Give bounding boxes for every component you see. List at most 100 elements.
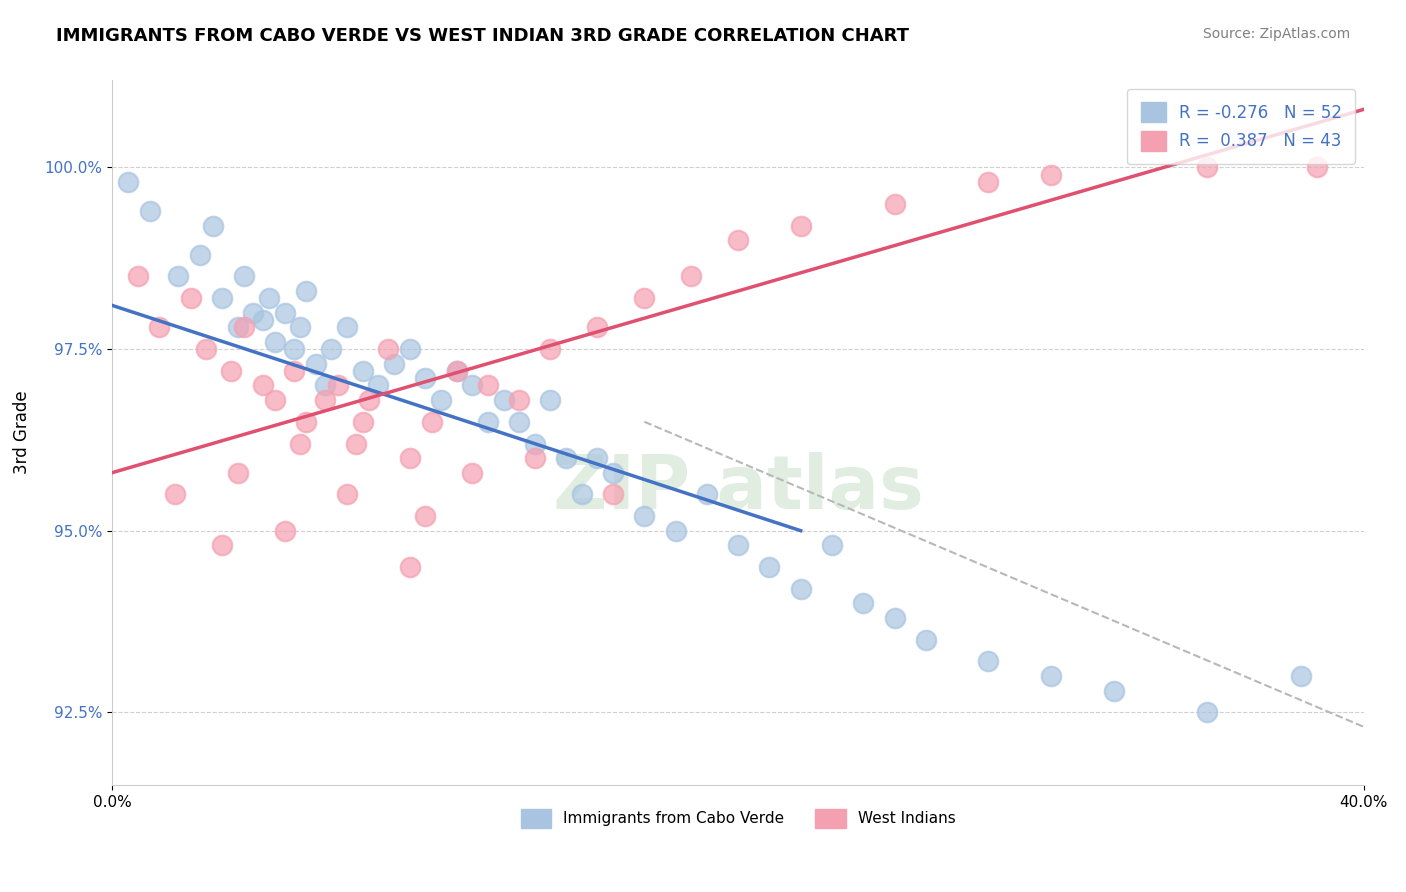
Point (117, 175, 139, 189)
Point (336, 320, 359, 334)
Point (883, 611, 905, 625)
Point (283, 364, 305, 378)
Point (633, 291, 655, 305)
Point (883, 196, 905, 211)
Point (413, 371, 436, 385)
Point (252, 378, 274, 392)
Point (852, 596, 875, 610)
Point (314, 378, 336, 392)
Point (555, 451, 578, 466)
Point (382, 357, 405, 371)
Text: Source: ZipAtlas.com: Source: ZipAtlas.com (1202, 27, 1350, 41)
Point (242, 306, 264, 320)
Point (326, 378, 349, 392)
Point (790, 219, 813, 233)
Point (314, 392, 336, 407)
Point (398, 342, 420, 356)
Point (681, 269, 703, 284)
Point (139, 204, 162, 219)
Point (571, 487, 593, 501)
Point (413, 509, 436, 524)
Point (264, 334, 287, 349)
Legend: Immigrants from Cabo Verde, West Indians: Immigrants from Cabo Verde, West Indians (515, 803, 962, 834)
Point (305, 357, 328, 371)
Point (586, 320, 609, 334)
Point (790, 582, 813, 596)
Point (602, 466, 624, 480)
Point (295, 415, 318, 429)
Point (232, 320, 254, 334)
Point (352, 415, 374, 429)
Point (127, 269, 149, 284)
Point (602, 487, 624, 501)
Point (477, 415, 499, 429)
Point (508, 392, 530, 407)
Point (508, 415, 530, 429)
Point (492, 392, 515, 407)
Point (461, 378, 484, 392)
Point (195, 342, 218, 356)
Point (915, 632, 938, 647)
Point (148, 320, 170, 334)
Point (201, 219, 224, 233)
Point (1291, 669, 1313, 683)
Point (226, 320, 249, 334)
Point (188, 247, 211, 261)
Point (420, 415, 443, 429)
Point (461, 466, 484, 480)
Point (477, 378, 499, 392)
Point (821, 538, 844, 552)
Point (264, 392, 287, 407)
Point (211, 291, 233, 305)
Point (290, 320, 312, 334)
Point (321, 342, 343, 356)
Point (633, 509, 655, 524)
Point (398, 451, 420, 466)
Point (357, 392, 380, 407)
Point (523, 436, 546, 450)
Point (221, 364, 243, 378)
Point (538, 392, 561, 407)
Point (346, 436, 368, 450)
Point (523, 451, 546, 466)
Point (446, 364, 468, 378)
Point (696, 487, 718, 501)
Point (211, 538, 233, 552)
Point (446, 364, 468, 378)
Point (1306, 161, 1329, 175)
Point (1102, 683, 1125, 698)
Point (367, 378, 389, 392)
Point (232, 269, 254, 284)
Point (430, 392, 453, 407)
Point (758, 560, 780, 574)
Y-axis label: 3rd Grade: 3rd Grade (13, 391, 31, 475)
Point (257, 291, 280, 305)
Point (295, 284, 318, 298)
Point (377, 342, 399, 356)
Point (167, 269, 190, 284)
Point (1197, 161, 1219, 175)
Point (586, 451, 609, 466)
Point (290, 436, 312, 450)
Point (1197, 706, 1219, 720)
Point (398, 560, 420, 574)
Point (1039, 669, 1063, 683)
Point (226, 466, 249, 480)
Point (727, 538, 749, 552)
Point (977, 655, 1000, 669)
Point (1039, 168, 1063, 182)
Point (352, 364, 374, 378)
Text: IMMIGRANTS FROM CABO VERDE VS WEST INDIAN 3RD GRADE CORRELATION CHART: IMMIGRANTS FROM CABO VERDE VS WEST INDIA… (56, 27, 910, 45)
Point (273, 524, 295, 538)
Point (977, 175, 1000, 189)
Point (664, 524, 686, 538)
Point (283, 342, 305, 356)
Text: ZIP atlas: ZIP atlas (553, 452, 924, 525)
Point (273, 306, 295, 320)
Point (538, 342, 561, 356)
Point (727, 233, 749, 247)
Point (336, 487, 359, 501)
Point (252, 313, 274, 327)
Point (163, 487, 186, 501)
Point (180, 291, 202, 305)
